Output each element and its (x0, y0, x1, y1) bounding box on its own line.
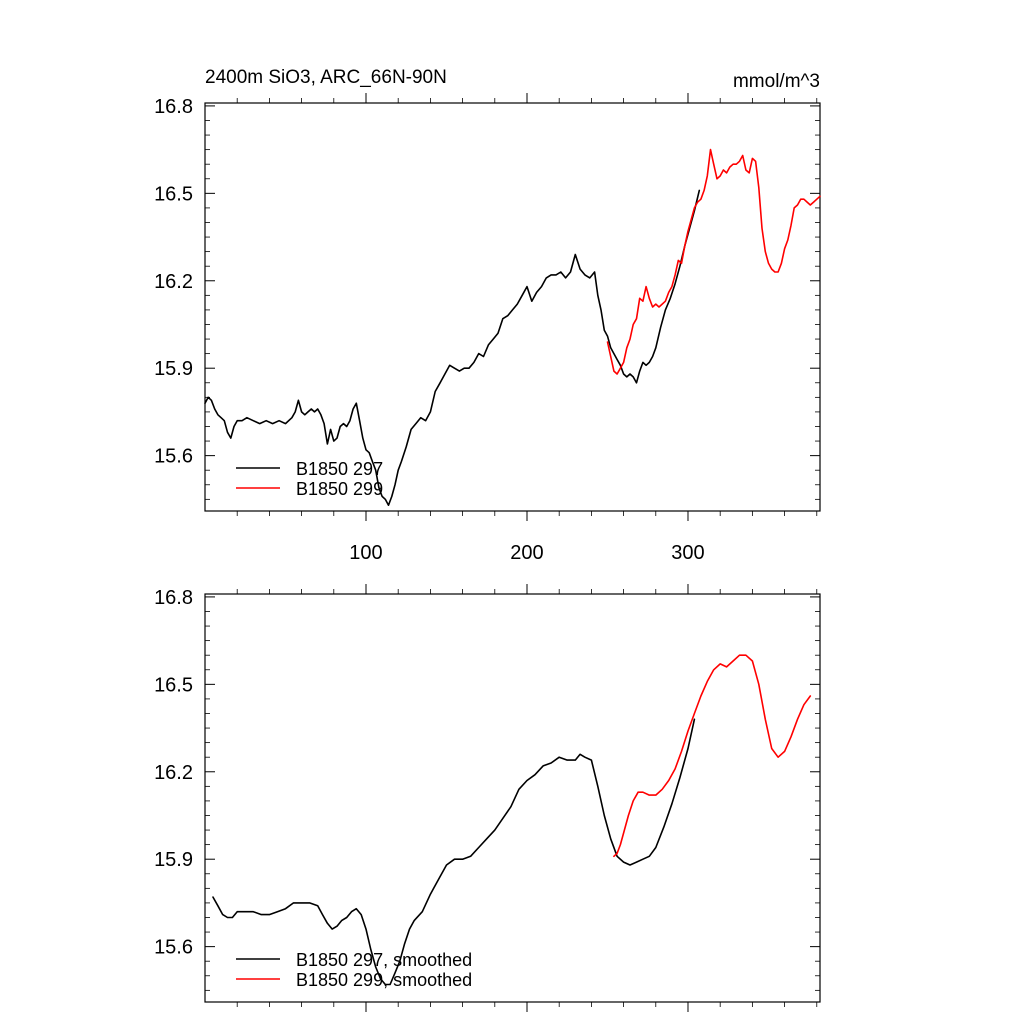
y-tick-label: 16.8 (154, 96, 193, 118)
legend-label: B1850 299, smoothed (296, 970, 472, 990)
y-tick-label: 16.5 (154, 183, 193, 205)
y-tick-label: 16.2 (154, 271, 193, 293)
legend-label: B1850 299 (296, 479, 383, 499)
chart-panel-1: 15.6 15.9 16.2 16.5 16.8 100 200 300 2400m SiO3,… (154, 67, 821, 564)
series-line-b1850-297-smoothed (212, 718, 696, 986)
y-tick-label: 16.2 (154, 762, 193, 784)
y-tick-label: 15.9 (154, 849, 193, 871)
legend-label: B1850 297, smoothed (296, 950, 472, 970)
plot-frame (204, 593, 821, 1003)
x-tick-label: 200 (510, 542, 543, 564)
chart-panel-2: 15.6 15.9 16.2 16.5 16.8 B1850 297, smoothedB… (154, 584, 821, 1012)
legend-label: B1850 297 (296, 459, 383, 479)
y-tick-label: 15.6 (154, 446, 193, 468)
chart-units: mmol/m^3 (733, 71, 820, 92)
x-tick-label: 300 (671, 542, 704, 564)
y-tick-label: 16.5 (154, 674, 193, 696)
series-line-b1850-299-smoothed (613, 654, 812, 858)
plot-frame (204, 102, 821, 512)
y-tick-label: 15.9 (154, 358, 193, 380)
y-tick-label: 16.8 (154, 587, 193, 609)
x-tick-label: 100 (349, 542, 382, 564)
series-line-b1850-299 (606, 148, 821, 375)
series-line-b1850-297 (204, 189, 701, 507)
chart-title: 2400m SiO3, ARC_66N-90N (205, 67, 447, 88)
y-tick-label: 15.6 (154, 937, 193, 959)
